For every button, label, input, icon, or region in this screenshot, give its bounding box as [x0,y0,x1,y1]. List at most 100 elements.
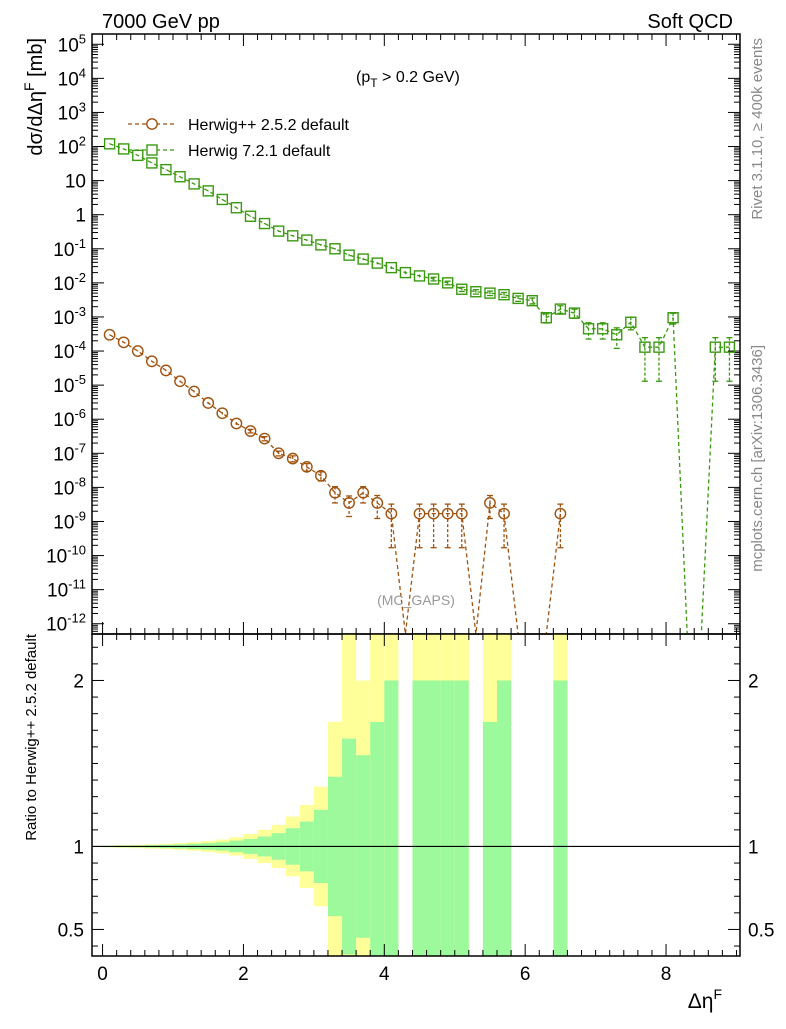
main-panel: 10510410310210110-110-210-310-410-510-61… [21,31,741,636]
legend-entry: Herwig++ 2.5.2 default [128,117,350,134]
data-point [554,507,567,520]
x-tick-label: 4 [379,964,390,985]
data-point [329,243,341,255]
data-point [470,286,482,298]
data-point [371,257,383,269]
legend-marker [146,118,158,130]
x-axis-label: ΔηF [688,986,722,1013]
x-tick-label: 0 [97,964,108,985]
ratio-band-inner [370,721,385,956]
data-point [300,460,313,473]
y-tick-label: 10-3 [53,304,86,329]
data-point [188,178,200,190]
y-tick-label: 105 [58,31,86,56]
data-point [145,355,158,368]
data-point [639,341,651,353]
ratio-tick-label-left: 0.5 [58,920,84,941]
x-tick-label: 8 [661,964,672,985]
data-point [484,497,496,509]
data-point [357,253,369,265]
rivet-label: Rivet 3.1.10, ≥ 400k events [749,38,766,220]
data-point [230,417,243,430]
data-point [399,266,412,279]
y-tick-label: 10-7 [53,440,86,465]
y-tick-label: 104 [58,65,86,90]
data-point [202,397,215,409]
data-point [512,292,524,305]
data-point [385,261,398,274]
data-point [258,217,271,230]
data-point [315,469,327,482]
data-point [301,234,313,246]
data-point [582,323,595,335]
series-line [109,143,730,635]
data-point [103,138,116,150]
data-point [596,323,609,335]
data-point [554,303,567,315]
series-herwig-7-2-1 [103,138,736,635]
data-point [117,336,130,349]
y-tick-label: 10-6 [53,406,86,431]
data-point [131,345,144,357]
data-point [244,425,257,437]
ratio-band-inner [454,680,469,956]
data-point [315,239,327,251]
data-point [160,163,172,176]
series-line [109,334,562,635]
x-tick-label: 2 [238,964,249,985]
data-point [723,341,736,353]
data-point [625,316,637,328]
series-herwigpp-2-5-2 [103,328,567,635]
data-point [174,171,186,183]
data-point [667,312,679,324]
y-axis-label: dσ/dΔηF [mb] [21,38,47,156]
y-tick-label: 10-11 [47,577,86,602]
data-point [456,283,468,295]
data-point [286,452,299,465]
ratio-tick-label-right: 2 [748,671,759,692]
y-tick-label: 10-5 [53,372,86,397]
data-point [117,143,130,155]
legend-marker [146,144,158,156]
data-point [540,312,553,324]
analysis-watermark: (MC_GAPS) [377,592,455,608]
y-tick-label: 10-8 [53,474,86,499]
y-tick-label: 102 [58,134,86,159]
legend-entry: Herwig 7.2.1 default [128,143,331,160]
data-point [216,193,229,206]
data-point [611,329,623,341]
ratio-band-inner [497,680,512,956]
data-point [498,288,510,301]
data-point [427,273,440,285]
data-point [498,507,510,520]
y-tick-label: 103 [58,99,86,124]
y-tick-label: 10 [65,172,86,193]
data-point [244,210,257,222]
y-tick-label: 10-2 [53,270,86,295]
data-point [357,486,370,499]
y-tick-label: 10-1 [53,236,86,261]
data-point [287,230,299,242]
data-point [272,447,285,460]
y-tick-label: 10-10 [46,543,86,568]
y-tick-label: 1 [75,206,86,227]
header-right: Soft QCD [647,11,733,33]
ratio-band-inner [440,680,455,956]
data-point [343,497,355,509]
data-point [526,294,538,307]
data-point [103,328,116,341]
data-point [455,507,468,520]
data-point [709,341,722,353]
header-left: 7000 GeV pp [102,11,220,33]
mcplots-label: mcplots.cern.ch [arXiv:1306.3436] [749,345,766,572]
data-point [653,341,665,353]
legend-label: Herwig 7.2.1 default [188,143,331,160]
ratio-band-inner [426,680,441,956]
data-point [568,307,581,319]
x-tick-label: 6 [520,964,531,985]
ratio-tick-label-right: 1 [748,837,759,858]
data-point [202,185,214,197]
data-point [441,277,454,289]
data-point [272,225,285,237]
